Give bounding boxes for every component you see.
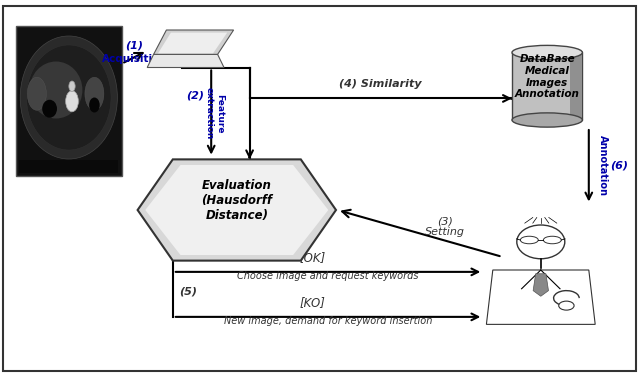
Text: (5): (5): [179, 286, 197, 296]
FancyBboxPatch shape: [19, 160, 118, 172]
Ellipse shape: [85, 77, 104, 110]
Polygon shape: [533, 274, 548, 296]
Ellipse shape: [543, 236, 561, 244]
Polygon shape: [145, 165, 328, 255]
Ellipse shape: [29, 62, 83, 118]
Text: Setting: Setting: [425, 227, 465, 237]
Ellipse shape: [512, 113, 582, 127]
Text: (3): (3): [437, 216, 452, 226]
Ellipse shape: [69, 81, 75, 92]
Polygon shape: [158, 33, 227, 53]
Text: [OK]: [OK]: [300, 251, 326, 264]
Text: [KO]: [KO]: [300, 296, 325, 309]
Text: New image, demand for keyword insertion: New image, demand for keyword insertion: [224, 316, 432, 326]
FancyBboxPatch shape: [570, 53, 582, 120]
Ellipse shape: [28, 77, 46, 110]
Text: Annotation: Annotation: [598, 135, 609, 196]
Ellipse shape: [27, 45, 111, 150]
FancyBboxPatch shape: [3, 6, 636, 371]
Ellipse shape: [520, 236, 538, 244]
Text: (2): (2): [186, 90, 204, 101]
Ellipse shape: [20, 36, 117, 159]
Text: Acquisition: Acquisition: [102, 54, 167, 64]
Text: DataBase
Medical
Images
Annotation: DataBase Medical Images Annotation: [515, 54, 580, 99]
Polygon shape: [138, 159, 336, 261]
Polygon shape: [154, 30, 234, 54]
Circle shape: [559, 301, 574, 310]
Text: Choose image and request keywords: Choose image and request keywords: [237, 271, 419, 280]
Polygon shape: [486, 270, 595, 324]
Text: (6): (6): [611, 161, 628, 171]
Polygon shape: [147, 54, 224, 68]
Text: (1): (1): [125, 41, 143, 51]
Ellipse shape: [517, 225, 564, 259]
Ellipse shape: [66, 91, 78, 112]
Text: Feature
extraction: Feature extraction: [205, 87, 224, 140]
Ellipse shape: [512, 45, 582, 60]
FancyBboxPatch shape: [16, 26, 122, 176]
Ellipse shape: [89, 98, 100, 112]
FancyBboxPatch shape: [512, 53, 582, 120]
Text: Evaluation
(Hausdorff
Distance): Evaluation (Hausdorff Distance): [202, 179, 272, 222]
Text: (4) Similarity: (4) Similarity: [339, 79, 422, 89]
Ellipse shape: [42, 100, 57, 118]
